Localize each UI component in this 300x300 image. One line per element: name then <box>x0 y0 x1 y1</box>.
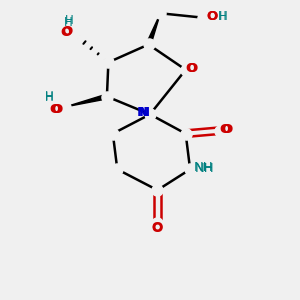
Text: O: O <box>186 62 197 75</box>
Text: H: H <box>218 10 227 23</box>
Polygon shape <box>146 13 161 45</box>
Text: O: O <box>152 222 163 235</box>
Text: H: H <box>219 10 228 23</box>
Text: O: O <box>206 10 218 23</box>
Text: H: H <box>45 92 53 104</box>
Text: O: O <box>60 26 71 39</box>
Text: O: O <box>50 103 61 116</box>
Text: O: O <box>61 25 73 38</box>
Text: NH: NH <box>194 161 213 174</box>
Text: H: H <box>45 90 53 103</box>
Text: O: O <box>222 123 233 136</box>
Text: O: O <box>152 221 163 234</box>
Text: H: H <box>65 14 74 27</box>
Text: O: O <box>206 10 218 23</box>
Text: N: N <box>137 106 148 119</box>
Text: O: O <box>52 103 63 116</box>
Text: NH: NH <box>195 162 214 175</box>
Polygon shape <box>65 94 107 107</box>
Text: O: O <box>185 62 197 75</box>
Text: N: N <box>139 106 150 119</box>
Text: O: O <box>220 123 231 136</box>
Text: H: H <box>64 16 73 29</box>
